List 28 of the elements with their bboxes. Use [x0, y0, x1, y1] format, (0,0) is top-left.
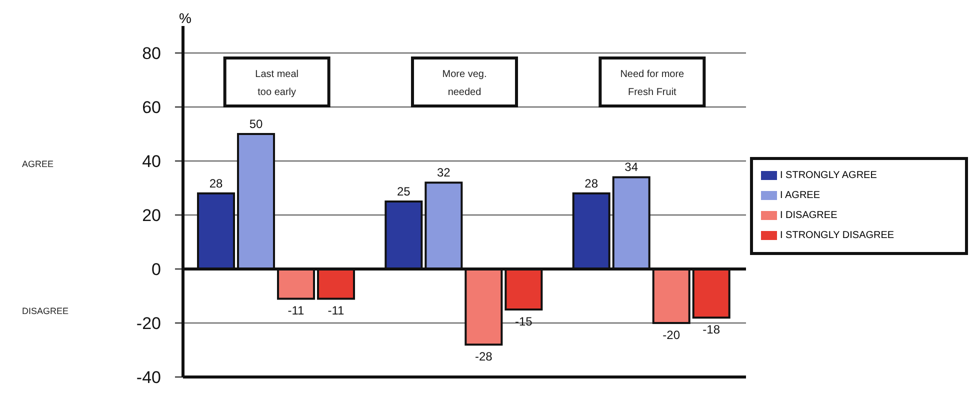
data-label: -28 [475, 350, 493, 364]
data-label: 32 [437, 166, 451, 180]
y-tick-label: -20 [136, 314, 161, 334]
y-tick-label: 20 [142, 206, 161, 226]
data-label: -11 [328, 304, 345, 318]
data-label: 28 [209, 176, 224, 190]
data-label: -20 [662, 328, 680, 342]
y-tick-label: 40 [142, 152, 161, 172]
y-tick-label: -40 [136, 368, 161, 388]
x-tick-label: Last meal too early [255, 69, 299, 98]
y-tick-label: 80 [142, 44, 161, 64]
data-label: -11 [288, 304, 305, 318]
legend-label: I AGREE [780, 190, 820, 201]
text: AGREE [22, 159, 54, 170]
data-label: 34 [624, 160, 638, 174]
data-label: -18 [702, 322, 720, 337]
y-tick-label: 0 [152, 260, 161, 280]
y-axis-title: % [179, 10, 192, 26]
data-label: 50 [249, 117, 264, 131]
legend-label: I DISAGREE [780, 210, 838, 221]
text: DISAGREE [22, 306, 69, 316]
x-tick-label: More veg. needed [442, 69, 487, 98]
legend-label: I STRONGLY AGREE [780, 170, 877, 181]
data-label: 25 [397, 184, 411, 198]
y-tick-label: 60 [142, 98, 161, 118]
data-label: 28 [584, 176, 598, 190]
x-tick-label: Need for more Fresh Fruit [620, 69, 685, 98]
legend-label: I STRONGLY DISAGREE [780, 230, 894, 241]
